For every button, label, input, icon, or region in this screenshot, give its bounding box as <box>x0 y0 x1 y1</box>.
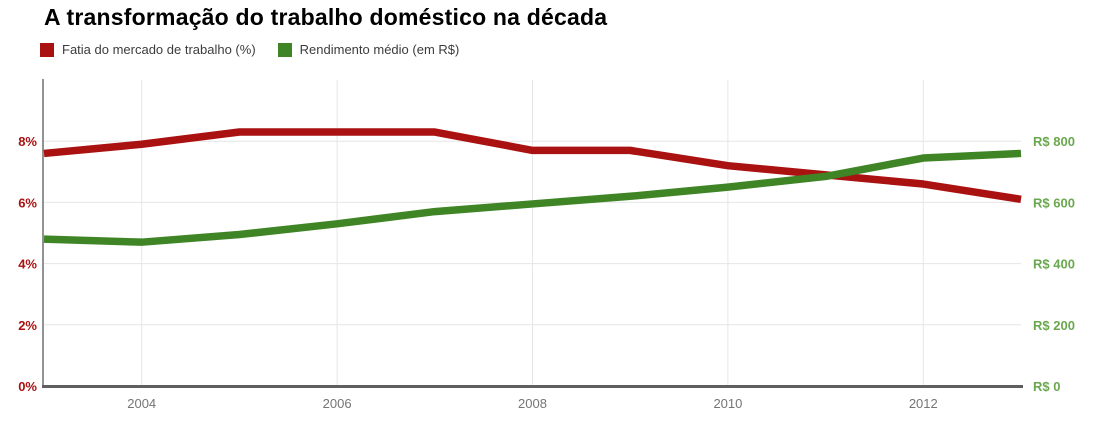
left-axis-tick-label: 8% <box>18 134 37 149</box>
x-axis-tick-label: 2008 <box>518 396 547 411</box>
right-axis-tick-label: R$ 800 <box>1033 134 1075 149</box>
legend-swatch-red <box>40 42 54 57</box>
right-axis-tick-label: R$ 0 <box>1033 379 1060 394</box>
chart-title: A transformação do trabalho doméstico na… <box>44 4 608 30</box>
left-axis-tick-label: 4% <box>18 257 37 272</box>
legend-label-market-share: Fatia do mercado de trabalho (%) <box>62 42 256 57</box>
x-axis-tick-label: 2004 <box>127 396 156 411</box>
legend-swatch-green <box>277 42 292 57</box>
legend-item-market-share: Fatia do mercado de trabalho (%) <box>40 42 256 57</box>
x-axis-tick-label: 2006 <box>323 396 352 411</box>
right-axis-tick-label: R$ 200 <box>1033 318 1075 333</box>
x-axis-tick-label: 2012 <box>909 396 938 411</box>
series-line-market-share <box>43 128 1022 204</box>
right-axis-tick-label: R$ 400 <box>1033 257 1075 272</box>
right-axis-tick-label: R$ 600 <box>1033 195 1075 210</box>
legend: Fatia do mercado de trabalho (%) Rendime… <box>40 42 459 57</box>
left-axis-tick-label: 6% <box>18 195 37 210</box>
left-axis-tick-label: 0% <box>18 379 37 394</box>
legend-label-income: Rendimento médio (em R$) <box>299 42 460 57</box>
x-axis-tick-label: 2010 <box>713 396 742 411</box>
series-line-income <box>43 149 1022 246</box>
legend-item-income: Rendimento médio (em R$) <box>277 42 460 57</box>
left-axis-tick-label: 2% <box>18 318 37 333</box>
